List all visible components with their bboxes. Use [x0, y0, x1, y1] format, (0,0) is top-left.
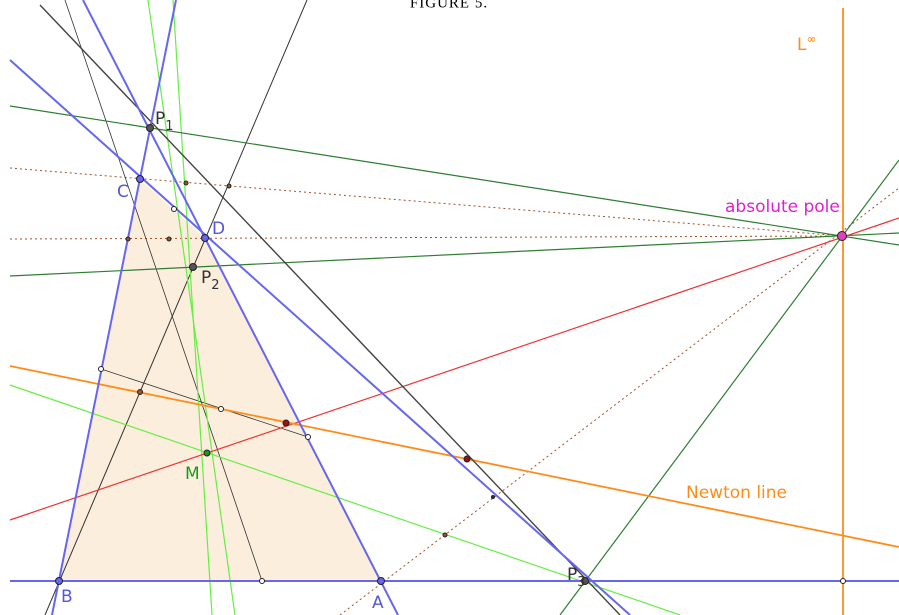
red-line	[9, 217, 899, 521]
point	[837, 231, 847, 241]
point-label: P1	[155, 109, 174, 134]
dotted-line	[9, 235, 843, 240]
point	[226, 183, 232, 189]
point	[259, 578, 265, 584]
thin-line	[64, 0, 263, 582]
point	[166, 236, 172, 242]
light-green-line	[9, 384, 681, 615]
points	[55, 124, 847, 585]
line-label: L∞	[797, 32, 816, 55]
point	[463, 455, 471, 463]
light-green-line	[147, 0, 236, 615]
green-line	[9, 232, 899, 277]
dotted-line	[339, 187, 899, 615]
point	[136, 175, 144, 183]
point	[218, 406, 224, 412]
gray-line	[44, 0, 308, 615]
point	[377, 577, 385, 585]
point	[282, 419, 290, 427]
point-label: B	[61, 587, 73, 607]
point-label: M	[185, 464, 200, 484]
point	[203, 449, 211, 457]
green-line	[559, 159, 899, 615]
light-green-line	[172, 0, 213, 615]
point	[171, 206, 177, 212]
point-label: absolute pole	[725, 197, 840, 217]
point	[183, 180, 189, 186]
point	[442, 532, 448, 538]
point	[55, 577, 63, 585]
blue-line	[9, 59, 631, 615]
point	[146, 124, 154, 132]
blue-line	[82, 0, 399, 615]
point	[125, 236, 131, 242]
point	[201, 234, 209, 242]
line-label: Newton line	[686, 483, 787, 503]
point	[491, 495, 495, 499]
point	[581, 577, 589, 585]
point-label: P2	[201, 268, 220, 293]
shaded-quad	[59, 179, 381, 581]
point-label: C	[117, 182, 129, 202]
point-label: A	[372, 593, 384, 613]
point	[189, 263, 197, 271]
blue-line	[51, 0, 177, 615]
point	[137, 389, 143, 395]
point	[840, 578, 846, 584]
newton-line	[9, 365, 899, 548]
point	[305, 434, 311, 440]
dotted-line	[9, 167, 843, 237]
point-label: P3	[567, 565, 586, 590]
caption: FIGURE 5.	[410, 0, 488, 12]
point-label: D	[212, 219, 225, 239]
point	[98, 366, 104, 372]
